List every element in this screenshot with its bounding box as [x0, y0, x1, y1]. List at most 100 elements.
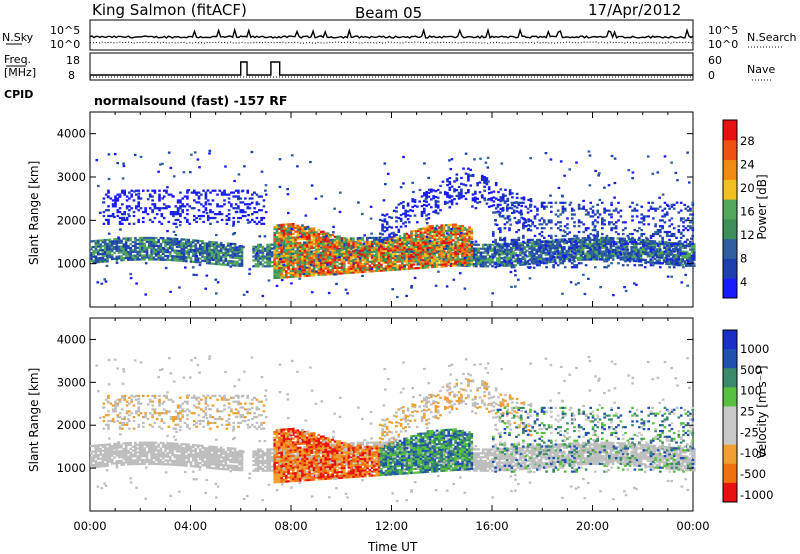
data-cell — [470, 228, 474, 231]
data-cell — [553, 246, 557, 250]
data-cell — [224, 253, 228, 257]
data-cell — [151, 195, 154, 198]
data-cell — [499, 196, 503, 199]
data-cell — [389, 257, 393, 260]
data-cell — [219, 243, 223, 247]
data-cell — [646, 251, 650, 254]
data-cell — [550, 227, 553, 230]
data-cell — [486, 259, 490, 262]
data-cell — [101, 254, 105, 258]
data-cell — [352, 253, 355, 257]
data-cell — [484, 249, 487, 252]
data-cell — [366, 262, 369, 265]
data-cell — [495, 257, 499, 260]
data-cell — [514, 264, 518, 267]
data-cell — [305, 268, 309, 272]
data-cell — [366, 247, 369, 250]
data-cell — [324, 273, 328, 276]
data-cell — [266, 259, 269, 262]
data-cell — [681, 264, 685, 267]
data-cell — [146, 213, 150, 216]
data-cell — [110, 257, 114, 261]
data-cell — [186, 213, 189, 216]
data-cell — [161, 237, 165, 240]
data-cell — [503, 242, 507, 245]
data-cell — [556, 221, 560, 224]
data-cell — [319, 265, 323, 269]
data-cell — [405, 267, 409, 271]
data-cell — [298, 242, 302, 245]
data-cell — [176, 209, 180, 212]
data-cell — [446, 178, 449, 181]
data-cell — [561, 260, 565, 263]
data-cell — [141, 244, 144, 247]
data-cell — [178, 255, 181, 258]
data-cell — [494, 197, 498, 200]
data-cell — [556, 215, 560, 218]
data-cell — [106, 242, 109, 245]
data-cell — [312, 239, 316, 242]
data-cell — [120, 259, 123, 262]
data-cell — [118, 211, 122, 214]
data-cell — [440, 257, 443, 260]
data-cell — [210, 241, 214, 244]
data-cell — [211, 216, 215, 220]
data-cell — [270, 261, 274, 264]
data-cell — [336, 264, 339, 268]
data-cell — [421, 249, 425, 252]
data-cell — [474, 190, 477, 193]
data-cell — [505, 251, 508, 254]
data-cell — [202, 189, 205, 192]
data-cell — [203, 244, 207, 247]
data-cell — [94, 257, 98, 260]
data-cell — [206, 260, 209, 263]
data-cell — [481, 251, 485, 254]
data-cell — [298, 251, 302, 254]
data-cell — [421, 233, 425, 236]
data-cell — [382, 269, 386, 272]
data-cell — [375, 252, 379, 255]
data-cell — [124, 245, 128, 248]
data-cell — [315, 256, 318, 259]
data-cell — [444, 257, 448, 260]
data-cell — [486, 251, 490, 254]
data-cell — [423, 207, 426, 210]
data-cell — [563, 207, 567, 210]
data-cell — [394, 253, 397, 256]
data-cell — [468, 263, 471, 266]
data-cell — [538, 232, 542, 236]
data-cell — [559, 262, 562, 265]
data-cell — [399, 202, 403, 205]
data-cell — [257, 249, 260, 252]
data-cell — [340, 254, 344, 257]
data-cell — [359, 267, 362, 270]
data-cell — [382, 257, 386, 260]
data-cell — [148, 256, 151, 259]
data-cell — [526, 211, 530, 214]
data-cell — [331, 233, 335, 237]
data-cell — [450, 203, 454, 206]
data-cell — [588, 254, 592, 257]
data-cell — [215, 243, 218, 246]
data-cell — [134, 258, 137, 261]
data-cell — [240, 253, 244, 256]
data-cell — [356, 265, 360, 268]
data-cell — [500, 261, 504, 264]
data-cell — [483, 179, 486, 183]
data-cell — [593, 236, 596, 240]
data-cell — [212, 252, 216, 256]
data-cell — [312, 250, 316, 254]
data-cell — [431, 256, 434, 259]
data-cell — [226, 260, 230, 263]
data-cell — [665, 262, 668, 266]
data-cell — [167, 193, 171, 196]
data-cell — [496, 248, 500, 251]
data-cell — [435, 238, 439, 241]
data-cell — [568, 258, 572, 261]
data-cell — [329, 259, 332, 262]
data-cell — [556, 244, 560, 247]
data-cell — [547, 201, 551, 204]
data-cell — [268, 253, 272, 256]
data-cell — [193, 218, 196, 222]
data-cell — [446, 191, 449, 195]
